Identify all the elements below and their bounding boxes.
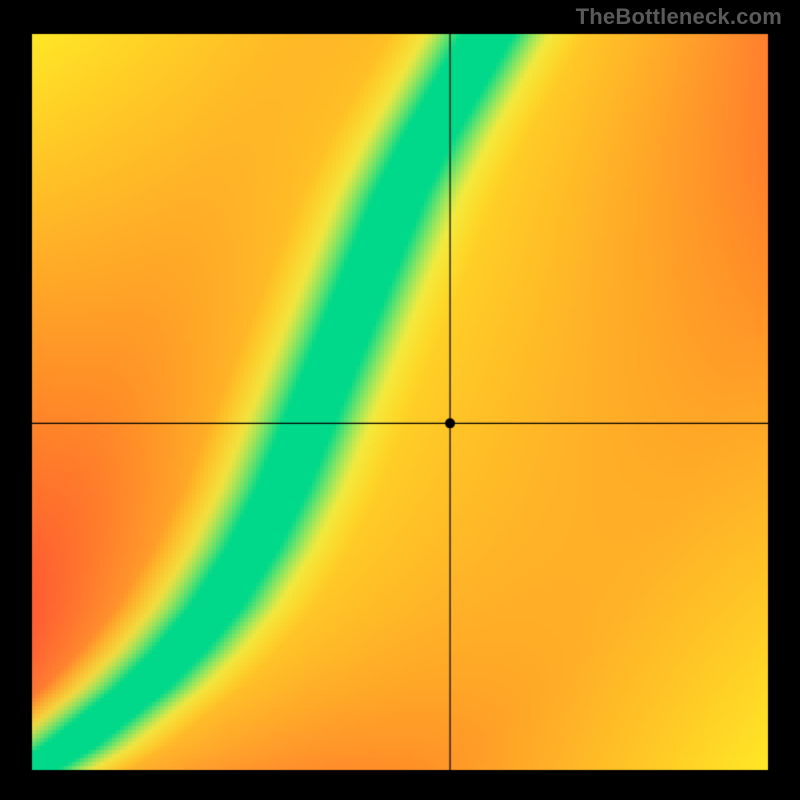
- chart-container: TheBottleneck.com: [0, 0, 800, 800]
- heatmap-canvas: [0, 0, 800, 800]
- watermark-text: TheBottleneck.com: [576, 4, 782, 30]
